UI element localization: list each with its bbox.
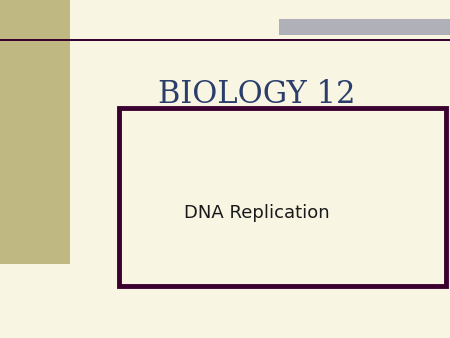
- Bar: [119, 108, 446, 286]
- Bar: [279, 19, 450, 35]
- Text: BIOLOGY 12: BIOLOGY 12: [158, 79, 355, 110]
- Bar: [0, 39, 450, 41]
- Text: DNA Replication: DNA Replication: [184, 204, 329, 222]
- Bar: [0, 0, 70, 264]
